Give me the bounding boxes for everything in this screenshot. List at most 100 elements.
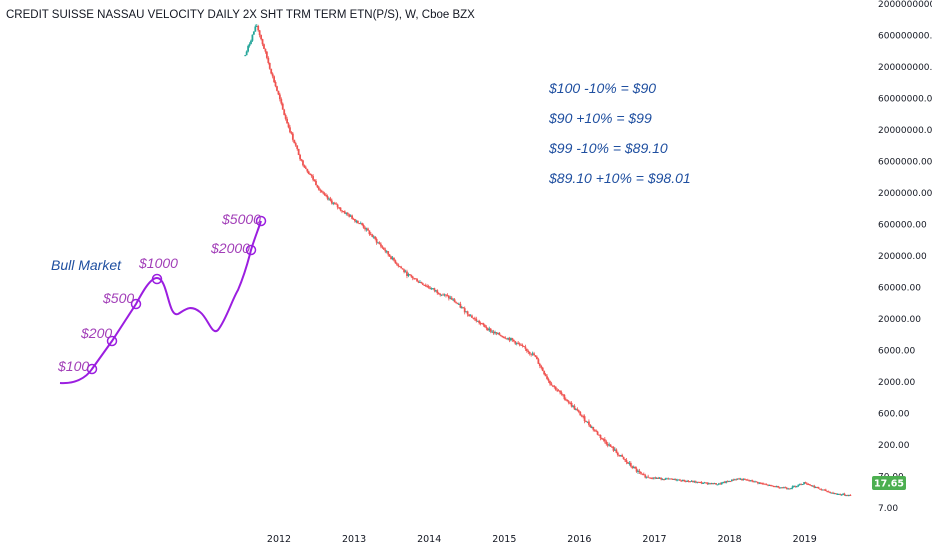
candle-body [632,466,635,469]
candle-body [521,344,524,347]
candle-body [326,195,329,199]
candle-body [430,288,433,290]
candle-body [690,480,693,482]
candle-body [663,479,665,481]
candle-body [572,405,574,407]
bull-market-point [130,298,142,310]
candle-body [729,481,732,483]
candle-body [648,477,651,479]
candle-body [592,426,595,430]
candle-body [528,351,531,354]
candle-body [258,30,261,36]
candle-body [283,109,286,115]
candle-body [429,287,431,289]
candle-body [328,198,330,200]
candle-body [413,278,416,280]
candle-body [726,481,729,483]
candle-body [436,290,439,294]
candle-body [248,44,251,47]
candle-body [826,491,829,493]
candle-body [605,441,608,444]
candle-body [534,355,537,357]
y-tick-label: 600000.00 [878,221,927,231]
bull-market-point [151,273,163,285]
candle-body [687,480,690,482]
candle-body [642,474,645,476]
candle-body [348,214,351,217]
candle-body [569,402,572,404]
candle-body [846,495,849,497]
candle-body [560,392,563,395]
x-tick-label: 2017 [642,534,666,545]
candle-body [720,482,723,485]
candle-body [689,481,691,483]
candle-body [267,57,270,63]
candle-body [517,342,520,344]
candle-body [601,437,603,439]
candle-body [680,480,683,482]
candle-body [778,487,781,489]
candle-body [719,483,722,485]
candle-body [700,482,703,484]
candle-body [440,294,443,296]
candle-body [244,55,247,57]
candle-body [647,476,650,478]
candle-body [694,481,697,483]
candle-body [629,463,632,467]
candle-body [498,332,501,336]
candle-body [458,303,460,305]
candle-body [280,99,283,104]
bull-price-label: $5000 [221,211,261,227]
candle-body [410,274,413,277]
candle-body [536,356,538,360]
candle-body [628,463,631,465]
candle-body [813,485,816,488]
candle-body [755,481,758,483]
candle-body [631,466,634,469]
candle-body [761,483,764,485]
candle-body [739,478,742,480]
candle-body [264,48,267,52]
candle-body [836,493,839,495]
candle-body [367,228,369,231]
candle-body [406,271,408,276]
y-axis: 2000000000.00 600000000.00 200000000.00 600… [878,0,932,514]
candle-body [798,483,801,485]
candle-body [525,348,528,351]
candle-body [336,204,339,208]
candle-body [387,251,390,255]
candle-body [823,489,826,491]
x-tick-label: 2018 [718,534,742,545]
candle-body [759,482,762,484]
candle-body [313,179,316,181]
candle-body [710,483,713,485]
candle-body [495,332,498,334]
y-tick-label: 60000.00 [878,284,921,294]
candle-body [356,220,359,224]
annotation-text: $89.10 +10% = $98.01 [548,170,691,186]
candle-body [443,294,446,296]
candle-body [553,385,556,387]
candle-body [595,430,598,432]
candle-body [420,281,423,284]
candle-body [261,39,264,45]
candle-body [310,174,313,177]
candle-body [465,311,468,313]
candle-body [393,257,395,261]
candle-body [728,481,730,483]
candle-body [661,479,664,481]
candle-body [278,94,281,100]
candle-body [358,223,361,225]
candle-body [533,353,535,356]
candle-body [317,187,320,190]
candle-body [341,210,343,212]
candle-body [787,488,790,490]
bull-price-label: $500 [102,290,134,306]
candle-body [612,446,615,451]
candle-body [586,421,589,423]
candle-body [302,160,304,166]
candle-body [459,303,462,308]
candle-body [502,337,505,339]
candle-body [273,76,275,83]
